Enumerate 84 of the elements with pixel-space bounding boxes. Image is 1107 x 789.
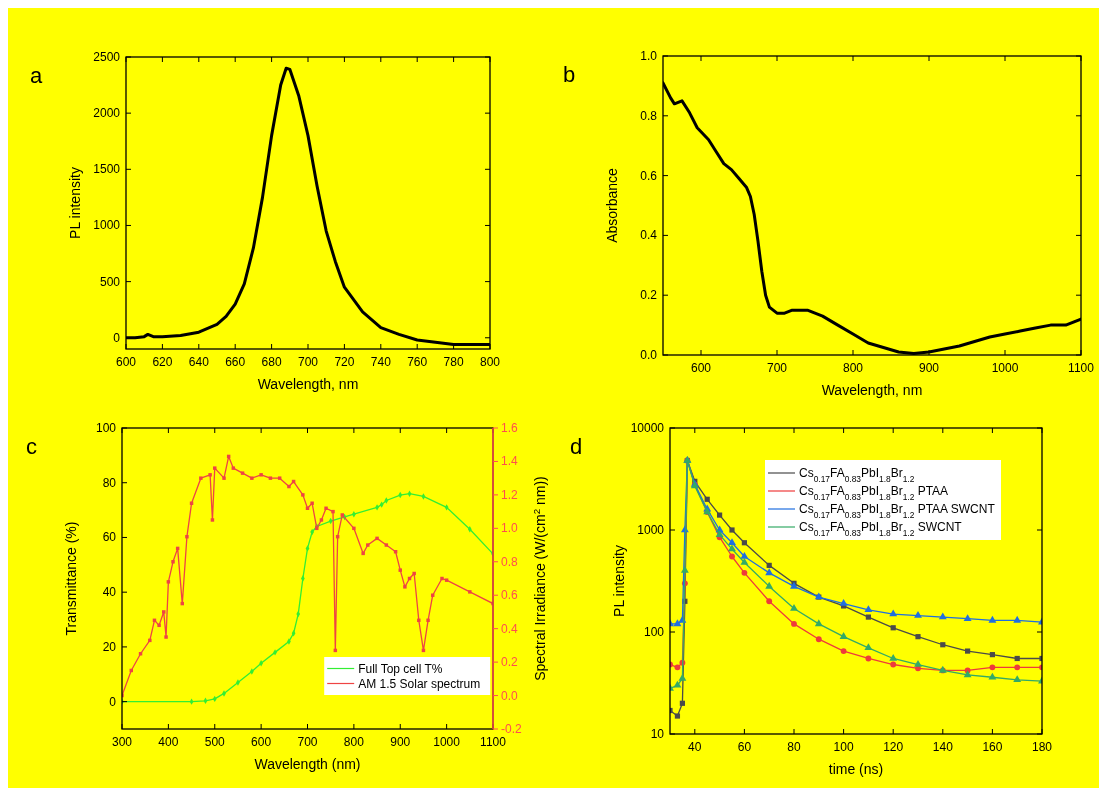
text: c [26,434,37,459]
x-axis-title: Wavelength, nm [821,382,923,398]
y2-tick-label: 1.2 [501,487,519,502]
x-tick-label: 620 [152,355,173,369]
x-tick-label: 100 [833,740,854,754]
x-tick-label: 900 [390,735,411,749]
x-tick-label: 660 [225,355,246,369]
y2-tick-label: 1.0 [501,521,519,536]
x-axis-title: Wavelength, nm [257,376,359,392]
y-tick-label: 10000 [630,421,665,435]
y2-tick-label: 0.8 [501,554,519,569]
y2-tick-label: 0.4 [501,621,519,636]
text: a [30,63,43,88]
y-tick-label: 0.6 [640,168,658,183]
x-tick-label: 1000 [433,735,461,749]
y2-tick-label: 0.6 [501,588,519,603]
y-tick-label: 100 [643,625,665,639]
y2-tick-label: 0.0 [501,688,519,703]
x-axis-title: Wavelength (nm) [254,756,361,772]
y-tick-label: 2000 [93,106,121,121]
x-tick-label: 300 [111,735,133,749]
x-axis-title: time (ns) [828,761,884,777]
y-tick-label: 80 [102,475,117,490]
y-tick-label: 40 [102,585,117,600]
y-axis-title: PL intensity [611,545,627,617]
y-tick-label: 0.8 [640,108,658,123]
x-tick-label: 800 [479,355,501,369]
x-tick-label: 120 [883,740,904,754]
x-tick-label: 700 [766,361,788,375]
x-tick-label: 60 [737,740,752,754]
y-axis-title: Transmittance (%) [63,521,79,636]
y2-tick-label: 1.4 [501,454,519,469]
x-tick-label: 1100 [480,735,507,749]
y-tick-label: 100 [95,421,117,435]
y-tick-label: 1000 [93,218,121,233]
y-tick-label: 500 [99,274,121,289]
x-tick-label: 80 [787,740,801,754]
y-axis-title: Absorbance [604,167,620,243]
y-tick-label: 2500 [93,50,121,64]
text: Cs$_{0.17}$FA$_{0.83}$PbI$_{1.8}$Br$_{1.2}$ PTAA SWCNT [799,502,995,520]
x-tick-label: 1100 [1068,361,1095,375]
x-tick-label: 140 [932,740,954,754]
y-tick-label: 0 [109,694,117,709]
y-tick-label: 10 [650,727,665,741]
text: Cs$_{0.17}$FA$_{0.83}$PbI$_{1.8}$Br$_{1.2}$ PTAA [799,484,949,502]
x-tick-label: 740 [370,355,392,369]
x-tick-label: 500 [204,735,226,749]
x-tick-label: 600 [251,735,272,749]
y-tick-label: 1000 [637,523,665,537]
y-tick-label: 1500 [93,162,121,177]
x-tick-label: 780 [443,355,464,369]
legend-label: Cs$_{0.17}$FA$_{0.83}$PbI$_{1.8}$Br$_{1.2}$ [799,466,915,484]
x-tick-label: 40 [688,740,702,754]
x-tick-label: 640 [188,355,210,369]
y2-tick-label: -0.2 [501,722,522,736]
y-tick-label: 20 [102,639,117,654]
y2-tick-label: 0.2 [501,655,519,670]
x-tick-label: 900 [918,361,940,375]
x-tick-label: 160 [982,740,1003,754]
x-tick-label: 180 [1031,740,1053,754]
y2-tick-label: 1.6 [501,421,519,435]
x-tick-label: 700 [297,355,319,369]
y-tick-label: 60 [102,530,117,545]
text: d [570,434,583,459]
y-tick-label: 0.4 [640,228,658,243]
y-tick-label: 0.0 [640,348,658,362]
x-tick-label: 700 [297,735,318,749]
x-tick-label: 680 [261,355,282,369]
legend-label: AM 1.5 Solar spectrum [358,676,481,691]
x-tick-label: 600 [115,355,137,369]
text: b [563,62,576,87]
y-tick-label: 1.0 [640,49,658,63]
x-tick-label: 600 [690,361,712,375]
legend-label: Full Top cell T% [358,661,443,676]
x-tick-label: 1000 [991,361,1019,375]
x-tick-label: 720 [334,355,355,369]
y-tick-label: 0 [113,330,121,345]
x-tick-label: 800 [343,735,365,749]
x-tick-label: 800 [842,361,864,375]
y-axis-title: PL intensity [67,167,83,239]
x-tick-label: 400 [158,735,179,749]
x-tick-label: 760 [407,355,428,369]
y-tick-label: 0.2 [640,288,658,303]
text: Cs$_{0.17}$FA$_{0.83}$PbI$_{1.8}$Br$_{1.2}$ SWCNT [799,520,962,538]
